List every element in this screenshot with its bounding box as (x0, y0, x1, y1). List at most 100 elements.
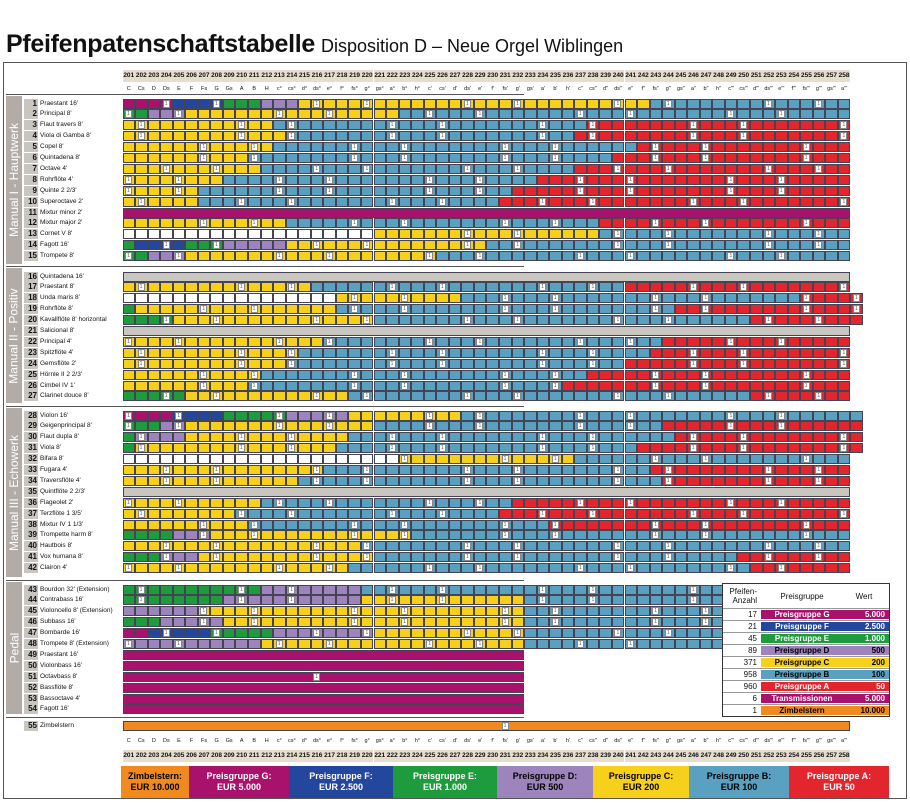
pipe-cell[interactable] (273, 196, 286, 207)
pipe-cell[interactable] (599, 174, 612, 185)
pipe-cell[interactable] (135, 153, 148, 163)
pipe-cell[interactable] (486, 465, 499, 475)
pipe-cell[interactable] (486, 293, 499, 304)
pipe-cell[interactable] (147, 229, 161, 240)
pipe-cell[interactable] (574, 142, 587, 153)
pipe-cell[interactable] (373, 153, 386, 163)
pipe-cell[interactable] (561, 584, 575, 595)
pipe-cell[interactable] (611, 358, 625, 369)
pipe-cell[interactable] (649, 443, 663, 454)
pipe-cell[interactable] (260, 304, 274, 315)
pipe-cell[interactable] (411, 563, 424, 574)
pipe-cell[interactable] (611, 120, 625, 131)
pipe-cell[interactable] (185, 563, 198, 574)
pipe-cell[interactable] (373, 391, 386, 402)
pipe-cell[interactable] (536, 421, 550, 432)
pipe-cell[interactable] (750, 563, 763, 574)
pipe-cell[interactable] (549, 563, 562, 574)
pipe-cell[interactable] (787, 251, 801, 262)
pipe-cell[interactable] (386, 336, 399, 347)
pipe-cell[interactable] (147, 432, 161, 443)
pipe-cell[interactable] (386, 465, 399, 475)
pipe-cell[interactable] (687, 336, 700, 347)
pipe-cell[interactable] (561, 508, 575, 519)
pipe-cell[interactable] (473, 98, 487, 109)
pipe-cell[interactable] (423, 282, 437, 293)
pipe-cell[interactable] (185, 196, 198, 207)
pipe-cell[interactable] (310, 639, 324, 649)
pipe-cell[interactable] (750, 475, 763, 486)
pipe-cell[interactable] (775, 163, 788, 174)
pipe-cell[interactable] (461, 185, 474, 196)
pipe-cell[interactable] (662, 519, 675, 530)
pipe-cell[interactable] (837, 109, 851, 120)
pipe-cell[interactable] (611, 109, 625, 120)
pipe-cell[interactable] (511, 584, 525, 595)
pipe-cell[interactable] (285, 552, 299, 563)
pipe-cell[interactable] (750, 315, 763, 326)
pipe-cell[interactable] (712, 530, 725, 541)
pipe-cell[interactable] (473, 530, 487, 541)
pipe-cell[interactable] (837, 142, 851, 153)
pipe-cell[interactable] (373, 584, 386, 595)
pipe-cell[interactable] (222, 410, 236, 421)
pipe-cell[interactable] (574, 196, 587, 207)
pipe-cell[interactable] (147, 163, 161, 174)
pipe-cell[interactable] (637, 240, 650, 251)
pipe-cell[interactable] (712, 109, 725, 120)
pipe-cell[interactable] (687, 174, 700, 185)
pipe-cell[interactable] (298, 391, 311, 402)
pipe-cell[interactable] (473, 196, 487, 207)
pipe-cell[interactable] (737, 552, 750, 563)
pipe-cell[interactable] (335, 584, 349, 595)
pipe-cell[interactable] (160, 282, 173, 293)
pipe-cell[interactable] (448, 432, 462, 443)
pipe-cell[interactable] (398, 120, 412, 131)
pipe-cell[interactable] (624, 196, 637, 207)
pipe-cell[interactable] (499, 131, 512, 142)
pipe-cell[interactable] (298, 421, 311, 432)
pipe-cell[interactable] (687, 98, 700, 109)
pipe-cell[interactable] (335, 380, 349, 391)
pipe-cell[interactable] (800, 98, 813, 109)
pipe-cell[interactable] (298, 293, 311, 304)
pipe-cell[interactable] (637, 508, 650, 519)
pipe-cell[interactable] (436, 606, 449, 617)
pipe-cell[interactable] (147, 251, 161, 262)
pipe-cell[interactable] (273, 347, 286, 358)
pipe-cell[interactable] (335, 443, 349, 454)
pipe-cell[interactable] (750, 358, 763, 369)
pipe-cell[interactable] (775, 315, 788, 326)
pipe-cell[interactable] (197, 293, 211, 304)
pipe-cell[interactable] (712, 465, 725, 475)
pipe-cell[interactable] (323, 584, 336, 595)
pipe-cell[interactable] (448, 131, 462, 142)
pipe-cell[interactable] (524, 454, 537, 465)
pipe-cell[interactable] (637, 563, 650, 574)
pipe-cell[interactable] (524, 282, 537, 293)
pipe-cell[interactable] (197, 229, 211, 240)
pipe-cell[interactable] (687, 153, 700, 163)
pipe-cell[interactable] (586, 229, 600, 240)
pipe-cell[interactable] (674, 336, 688, 347)
pipe-cell[interactable] (448, 369, 462, 380)
pipe-cell[interactable] (486, 639, 499, 649)
pipe-cell[interactable] (536, 563, 550, 574)
pipe-cell[interactable] (674, 465, 688, 475)
pipe-cell[interactable] (298, 153, 311, 163)
pipe-cell[interactable] (423, 617, 437, 628)
pipe-cell[interactable] (549, 639, 562, 649)
pipe-cell[interactable] (185, 391, 198, 402)
pipe-cell[interactable] (637, 347, 650, 358)
pipe-cell[interactable] (712, 432, 725, 443)
pipe-cell[interactable] (737, 336, 750, 347)
pipe-cell[interactable] (436, 617, 449, 628)
pipe-cell[interactable] (611, 443, 625, 454)
pipe-cell[interactable] (586, 563, 600, 574)
pipe-cell[interactable] (122, 380, 135, 391)
pipe-cell[interactable] (360, 497, 374, 508)
pipe-cell[interactable] (423, 369, 437, 380)
pipe-cell[interactable] (335, 595, 349, 606)
pipe-cell[interactable] (235, 541, 248, 552)
pipe-cell[interactable] (172, 369, 186, 380)
